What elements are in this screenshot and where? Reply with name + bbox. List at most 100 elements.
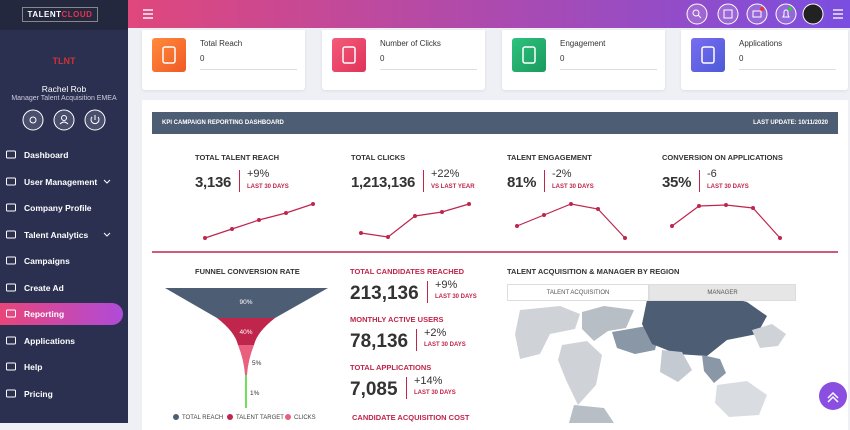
sparkline-point [257, 218, 261, 222]
nav-item[interactable]: Pricing [0, 383, 128, 405]
search-button[interactable] [686, 3, 708, 25]
metric-change: +9% [435, 279, 458, 291]
region-title: TALENT ACQUISITION & MANAGER BY REGION [507, 267, 680, 276]
metric-period: LAST 30 DAYS [424, 342, 466, 348]
metric-period: LAST 30 DAYS [435, 294, 477, 300]
sparkline-point [596, 207, 600, 211]
menu-toggle[interactable] [143, 9, 153, 19]
more-menu[interactable] [833, 9, 843, 19]
nav-icon [6, 283, 16, 291]
mail-button[interactable] [746, 3, 768, 25]
fullscreen-button[interactable] [717, 3, 739, 25]
settings-button[interactable] [22, 109, 44, 131]
metric-title: TOTAL APPLICATIONS [350, 363, 432, 372]
divider [699, 170, 700, 192]
divider [239, 170, 240, 192]
logo-text: CLOUD [61, 10, 93, 19]
nav-label: Create Ad [24, 282, 64, 293]
nav-item[interactable]: Applications [0, 330, 128, 352]
stat-card: Total Reach 0 [142, 30, 305, 90]
notifications-button[interactable] [775, 3, 797, 25]
nav-label: Applications [24, 335, 76, 346]
card-underline [380, 69, 477, 70]
card-underline [739, 69, 836, 70]
sparkline-point [724, 203, 728, 207]
legend-label: CLICKS [294, 415, 316, 421]
nav-icon [6, 389, 16, 397]
avatar: TLNT [46, 42, 82, 78]
card-label: Engagement [560, 39, 606, 48]
funnel-label: 5% [252, 360, 262, 367]
sparkline-point [440, 210, 444, 214]
nav-item[interactable]: Help [0, 356, 128, 378]
nav-label: Reporting [24, 309, 65, 319]
nav-item[interactable]: Create Ad [0, 277, 128, 299]
sparkline-point [569, 202, 573, 206]
card-label: Applications [739, 39, 783, 48]
nav-item[interactable]: Campaigns [0, 250, 128, 272]
chevron [103, 232, 111, 237]
kpi-title: TOTAL TALENT REACH [195, 153, 280, 162]
funnel-title: FUNNEL CONVERSION RATE [195, 267, 300, 276]
scroll-top-button[interactable] [819, 382, 847, 410]
sparkline [360, 203, 470, 238]
kpi-change: -6 [707, 168, 717, 180]
stat-card: Engagement 0 [502, 30, 665, 90]
metric-change: +2% [424, 327, 447, 339]
kpi-value: 35% [662, 174, 692, 191]
logo[interactable]: TALENTCLOUD [22, 7, 98, 22]
nav-label: Pricing [24, 388, 53, 399]
user-avatar[interactable] [802, 3, 824, 25]
nav-item[interactable]: Company Profile [0, 197, 128, 219]
sparkline [516, 203, 626, 239]
kpi-value: 1,213,136 [351, 174, 416, 191]
user-name: Rachel Rob [41, 84, 87, 94]
nav-icon [6, 177, 16, 185]
region-tab[interactable]: TALENT ACQUISITION [507, 284, 649, 301]
card-label: Total Reach [200, 39, 243, 48]
metric-title: MONTHLY ACTIVE USERS [350, 315, 444, 324]
sparkline-point [413, 214, 417, 218]
legend-dot [173, 414, 179, 420]
divider [423, 170, 424, 192]
region-tab[interactable]: MANAGER [649, 284, 796, 301]
nav-item[interactable]: Talent Analytics [0, 224, 128, 246]
last-update: LAST UPDATE: 10/11/2020 [753, 120, 828, 126]
card-icon [512, 38, 546, 72]
kpi-period: LAST 30 DAYS [247, 184, 289, 190]
sparkline-point [284, 211, 288, 215]
kpi-value: 81% [507, 174, 537, 191]
sparkline-point [386, 235, 390, 239]
legend-dot [227, 414, 233, 420]
divider [427, 281, 428, 303]
card-icon [152, 38, 186, 72]
legend-label: TOTAL REACH [182, 415, 223, 421]
kpi-change: -2% [552, 168, 572, 180]
nav-icon [6, 309, 16, 318]
card-underline [200, 69, 297, 70]
sparkline-point [542, 213, 546, 217]
card-underline [560, 69, 657, 70]
funnel-stage [165, 288, 328, 318]
card-value: 0 [739, 54, 744, 63]
stat-card: Applications 0 [681, 30, 848, 90]
kpi-title: TALENT ENGAGEMENT [507, 153, 592, 162]
nav-icon [6, 256, 16, 265]
sparkline-point [467, 202, 471, 206]
card-icon [691, 38, 725, 72]
nav-item[interactable]: User Management [0, 171, 128, 193]
dashboard-title: KPI CAMPAIGN REPORTING DASHBOARD [162, 120, 284, 126]
funnel-stage [217, 318, 275, 345]
user-role: Manager Talent Acquisition EMEA [11, 95, 117, 102]
nav-item[interactable]: Reporting [0, 303, 123, 325]
nav-icon [6, 336, 16, 344]
kpi-value: 3,136 [195, 174, 232, 191]
legend-dot [285, 414, 291, 420]
funnel-label: 90% [239, 299, 252, 306]
sparkline-point [359, 231, 363, 235]
divider [406, 377, 407, 399]
nav-item[interactable]: Dashboard [0, 144, 128, 166]
logo-text: TALENT [27, 10, 62, 19]
metric-change: +14% [414, 375, 443, 387]
